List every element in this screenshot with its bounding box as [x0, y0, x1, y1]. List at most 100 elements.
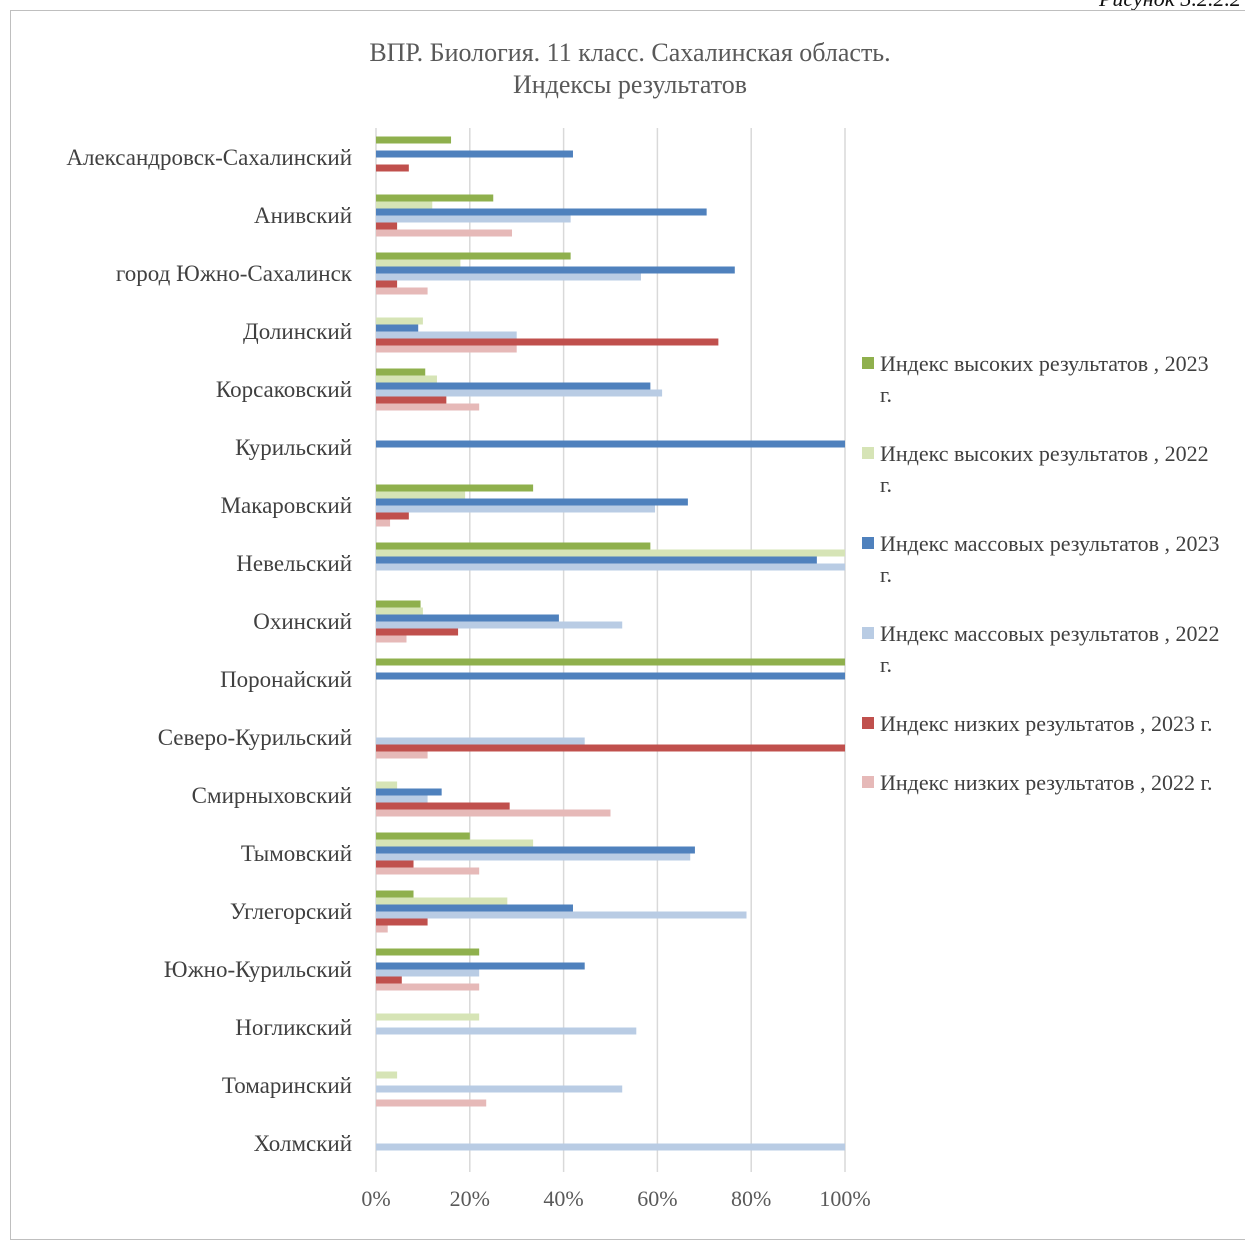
bar	[376, 194, 494, 202]
figure-number: Рисунок 3.2.2.2	[1099, 0, 1241, 12]
bar	[376, 368, 426, 376]
bar	[376, 658, 845, 666]
legend-swatch	[862, 447, 874, 459]
legend-label: Индекс высоких результатов , 2022 г.	[880, 441, 1209, 497]
bar	[376, 911, 747, 919]
legend-label: Индекс массовых результатов , 2022 г.	[880, 621, 1220, 677]
legend-swatch	[862, 776, 874, 788]
category-label: Долинский	[243, 319, 352, 344]
bar	[376, 600, 421, 608]
bar	[376, 252, 571, 260]
bar	[376, 556, 817, 564]
legend-item: Индекс высоких результатов , 2022 г.	[862, 438, 1222, 500]
bar	[376, 628, 459, 636]
bar	[376, 1027, 637, 1035]
category-label: Корсаковский	[216, 377, 352, 402]
bar	[376, 672, 845, 680]
bar	[376, 962, 585, 970]
legend-swatch	[862, 717, 874, 729]
bar	[376, 614, 559, 622]
category-label: Охинский	[253, 609, 352, 634]
bar	[376, 1099, 487, 1107]
bar	[376, 737, 585, 745]
bar	[376, 259, 461, 267]
bar	[376, 317, 423, 325]
bar	[376, 505, 656, 513]
category-label: Смирныховский	[192, 783, 352, 808]
bar	[376, 846, 695, 854]
bar	[376, 802, 510, 810]
bar	[376, 201, 433, 209]
chart-title: ВПР. Биология. 11 класс. Сахалинская обл…	[369, 38, 891, 67]
bar	[376, 208, 707, 216]
category-label: Северо-Курильский	[158, 725, 352, 750]
legend-item: Индекс массовых результатов , 2022 г.	[862, 618, 1222, 680]
chart-subtitle: Индексы результатов	[512, 70, 748, 99]
bar	[376, 1013, 480, 1021]
category-label: город Южно-Сахалинск	[116, 261, 353, 286]
x-tick-label: 100%	[819, 1186, 870, 1211]
bar	[376, 853, 691, 861]
legend-label: Индекс высоких результатов , 2023 г.	[880, 351, 1209, 407]
bar	[376, 563, 845, 571]
bar	[376, 867, 480, 875]
legend-swatch	[862, 627, 874, 639]
category-label: Поронайский	[220, 667, 352, 692]
chart-legend: Индекс высоких результатов , 2023 г. Инде…	[862, 348, 1222, 826]
legend-item: Индекс массовых результатов , 2023 г.	[862, 528, 1222, 590]
bar	[376, 904, 573, 912]
bar	[376, 925, 388, 933]
bar	[376, 744, 845, 752]
legend-item: Индекс высоких результатов , 2023 г.	[862, 348, 1222, 410]
bar	[376, 345, 517, 353]
bar	[376, 382, 651, 390]
bar	[376, 440, 845, 448]
bar	[376, 229, 513, 237]
x-tick-label: 20%	[450, 1186, 490, 1211]
bar	[376, 832, 470, 840]
bar	[376, 491, 466, 499]
x-tick-label: 40%	[543, 1186, 583, 1211]
legend-label: Индекс низких результатов , 2022 г.	[880, 770, 1213, 795]
bar	[376, 976, 402, 984]
bar	[376, 150, 573, 158]
bar	[376, 136, 452, 144]
bar	[376, 512, 409, 520]
legend-label: Индекс массовых результатов , 2023 г.	[880, 531, 1220, 587]
bar	[376, 795, 428, 803]
category-label: Анивский	[254, 203, 352, 228]
bar	[376, 549, 845, 557]
bar	[376, 266, 735, 274]
bar	[376, 983, 480, 991]
bar	[376, 542, 651, 550]
bar	[376, 809, 611, 817]
bar	[376, 498, 688, 506]
legend-item: Индекс низких результатов , 2022 г.	[862, 767, 1222, 798]
legend-item: Индекс низких результатов , 2023 г.	[862, 708, 1222, 739]
bar	[376, 1071, 398, 1079]
bar	[376, 948, 480, 956]
category-label: Тымовский	[241, 841, 352, 866]
bar	[376, 215, 571, 223]
bar	[376, 375, 437, 383]
bar	[376, 287, 428, 295]
category-label: Курильский	[235, 435, 352, 460]
bar	[376, 621, 623, 629]
category-label: Ногликский	[235, 1015, 352, 1040]
bar	[376, 484, 534, 492]
bar	[376, 1143, 845, 1151]
bar	[376, 519, 391, 527]
bar	[376, 781, 398, 789]
bar	[376, 164, 409, 172]
bar	[376, 1085, 623, 1093]
bar	[376, 396, 447, 404]
category-label: Макаровский	[221, 493, 352, 518]
bar	[376, 273, 641, 281]
bar	[376, 751, 428, 759]
category-label: Невельский	[236, 551, 352, 576]
bar	[376, 331, 517, 339]
x-tick-label: 80%	[731, 1186, 771, 1211]
bar	[376, 607, 423, 615]
bar	[376, 280, 398, 288]
